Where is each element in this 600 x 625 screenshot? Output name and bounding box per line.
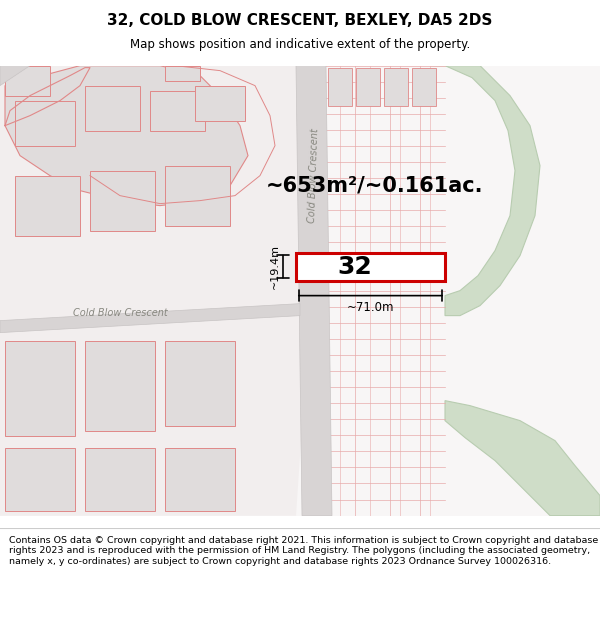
Polygon shape — [384, 68, 408, 106]
Polygon shape — [165, 341, 235, 426]
Polygon shape — [296, 66, 332, 516]
Polygon shape — [356, 68, 380, 106]
Polygon shape — [430, 66, 540, 316]
Polygon shape — [5, 448, 75, 511]
Polygon shape — [445, 401, 600, 516]
Text: Map shows position and indicative extent of the property.: Map shows position and indicative extent… — [130, 38, 470, 51]
Polygon shape — [296, 253, 445, 281]
Polygon shape — [90, 171, 155, 231]
Polygon shape — [5, 66, 248, 206]
Polygon shape — [328, 68, 352, 106]
Text: ~19.4m: ~19.4m — [270, 244, 280, 289]
Polygon shape — [0, 304, 300, 332]
Polygon shape — [165, 448, 235, 511]
Polygon shape — [300, 68, 324, 106]
Polygon shape — [150, 91, 205, 131]
Polygon shape — [85, 341, 155, 431]
Text: ~71.0m: ~71.0m — [347, 301, 394, 314]
Polygon shape — [15, 176, 80, 236]
Polygon shape — [412, 68, 436, 106]
Text: Cold Blow Crescent: Cold Blow Crescent — [73, 308, 167, 318]
Text: 32, COLD BLOW CRESCENT, BEXLEY, DA5 2DS: 32, COLD BLOW CRESCENT, BEXLEY, DA5 2DS — [107, 13, 493, 28]
Polygon shape — [15, 101, 75, 146]
Polygon shape — [165, 166, 230, 226]
Text: ~653m²/~0.161ac.: ~653m²/~0.161ac. — [266, 176, 484, 196]
Polygon shape — [280, 66, 600, 516]
Text: 32: 32 — [338, 254, 373, 279]
Polygon shape — [195, 86, 245, 121]
Polygon shape — [5, 341, 75, 436]
Polygon shape — [0, 66, 326, 516]
Polygon shape — [5, 66, 50, 96]
Polygon shape — [165, 66, 200, 81]
Polygon shape — [85, 448, 155, 511]
Polygon shape — [0, 66, 30, 86]
Text: Contains OS data © Crown copyright and database right 2021. This information is : Contains OS data © Crown copyright and d… — [9, 536, 598, 566]
Polygon shape — [85, 86, 140, 131]
Text: Cold Blow Crescent: Cold Blow Crescent — [307, 128, 320, 223]
